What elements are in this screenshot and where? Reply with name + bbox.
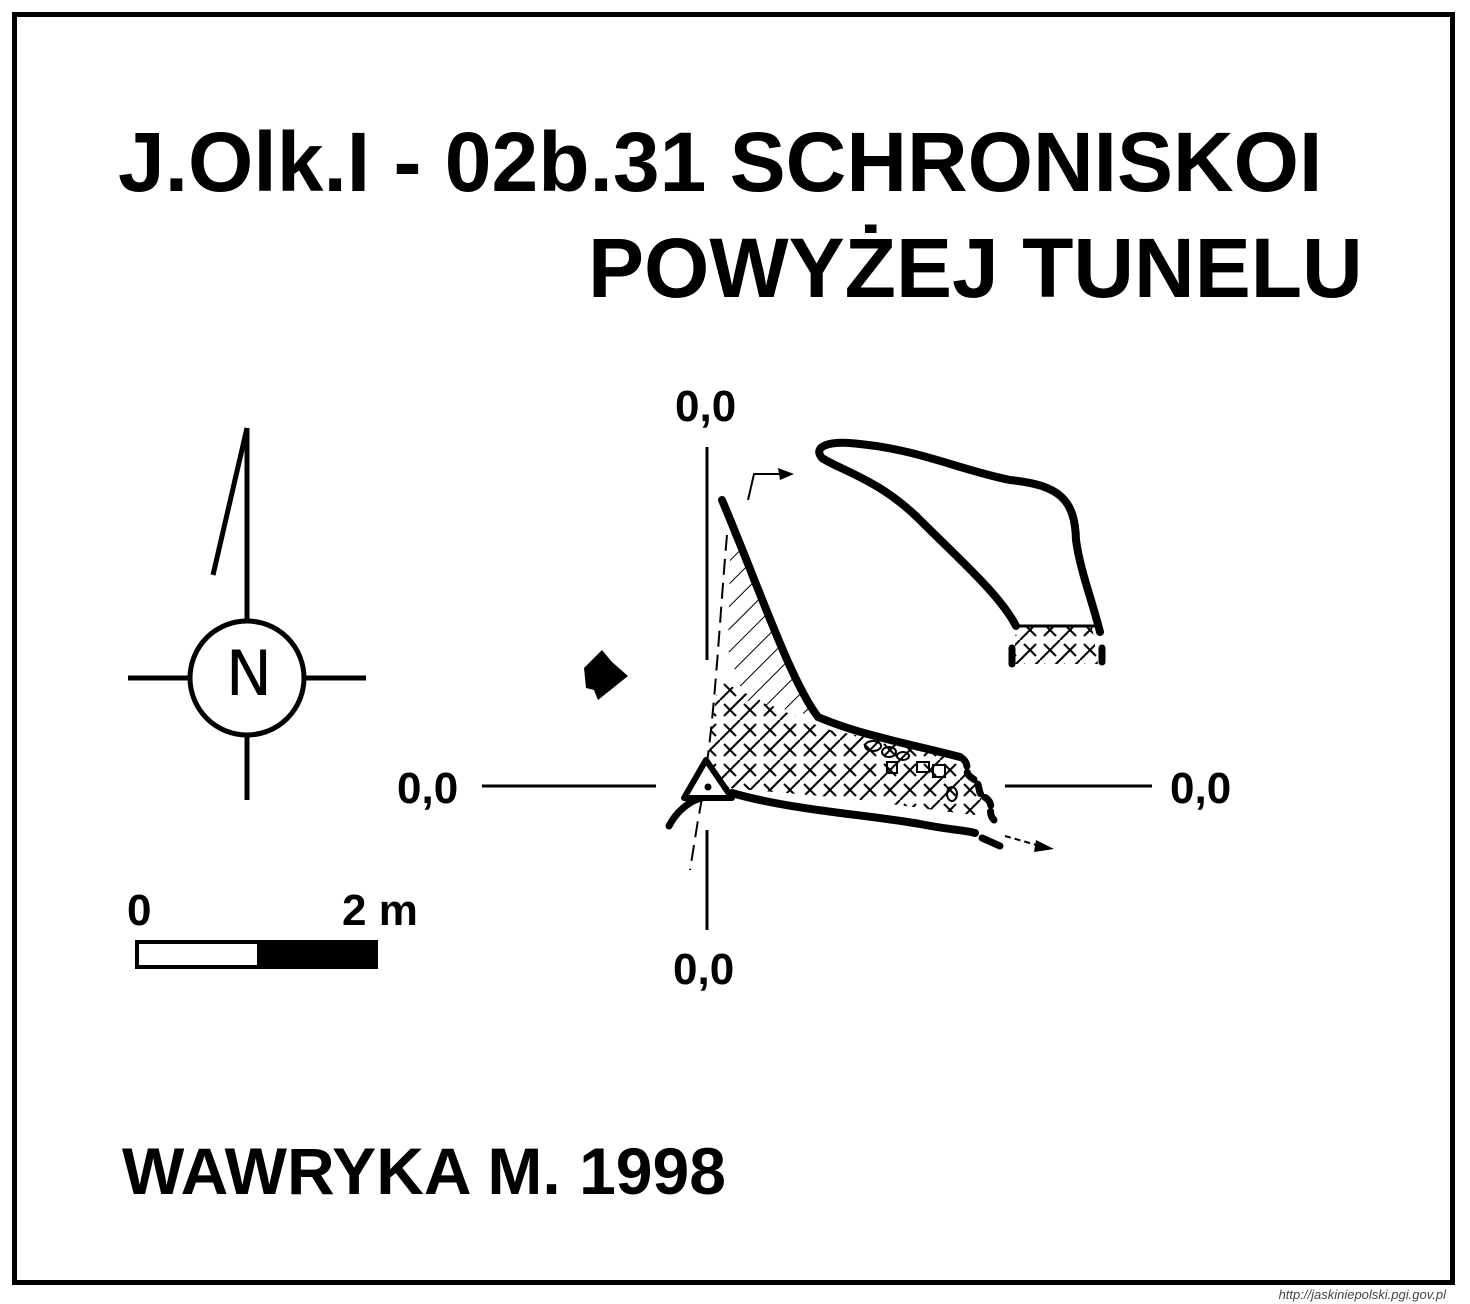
passage-arrow-top-icon <box>747 468 794 501</box>
cave-title-line-2: POWYŻEJ TUNELU <box>588 221 1363 315</box>
north-letter: N <box>225 637 273 710</box>
survey-point-icon <box>681 757 735 801</box>
entrance-arrow-icon <box>584 650 628 700</box>
level-label-top: 0,0 <box>675 382 737 431</box>
level-label-bottom: 0,0 <box>673 945 735 994</box>
rock-slope-hatch <box>728 527 818 717</box>
level-cross <box>482 447 1152 930</box>
cave-wall-wavy-edge <box>958 754 998 824</box>
source-url: http://jaskiniepolski.pgi.gov.pl <box>1278 1287 1446 1302</box>
cave-wall-outline-lower <box>728 789 979 837</box>
sediment-floor-hatch <box>705 680 985 815</box>
author-credit: WAWRYKA M. 1998 <box>122 1134 726 1208</box>
scale-bar-icon <box>135 940 378 969</box>
level-label-right: 0,0 <box>1170 764 1232 813</box>
upper-chamber-outline <box>815 438 1104 636</box>
scale-start-label: 0 <box>127 886 152 935</box>
passage-arrow-bottom-icon <box>1004 835 1054 852</box>
north-arrow-icon <box>128 427 366 800</box>
cave-wall-outline <box>718 496 964 761</box>
boulders-icon <box>864 740 958 802</box>
cave-exit-dashed <box>978 834 1004 850</box>
map-frame <box>12 12 1455 1285</box>
level-label-left: 0,0 <box>397 764 459 813</box>
cave-title-line-1: J.Olk.I - 02b.31 SCHRONISKOI <box>118 115 1323 209</box>
upper-chamber-hatch <box>1014 626 1098 664</box>
scale-end-label: 2 m <box>342 886 418 935</box>
